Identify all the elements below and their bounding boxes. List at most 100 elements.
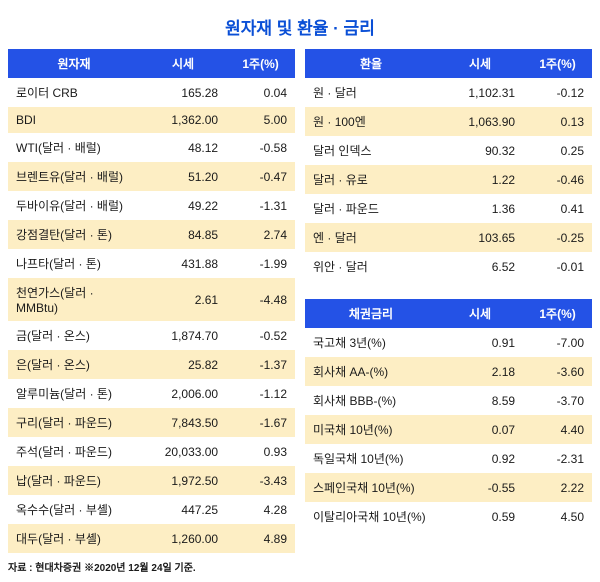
row-change: -2.31 <box>523 444 592 473</box>
row-price: 431.88 <box>140 249 226 278</box>
row-change: 0.93 <box>226 437 295 466</box>
commodities-column: 원자재 시세 1주(%) 로이터 CRB165.280.04BDI1,362.0… <box>8 49 295 553</box>
row-label: 이탈리아국채 10년(%) <box>305 502 437 531</box>
row-change: 4.40 <box>523 415 592 444</box>
row-change: 4.50 <box>523 502 592 531</box>
row-label: 구리(달러 · 파운드) <box>8 408 140 437</box>
row-label: BDI <box>8 107 140 133</box>
row-label: 옥수수(달러 · 부셸) <box>8 495 140 524</box>
row-price: 1,972.50 <box>140 466 226 495</box>
row-label: 위안 · 달러 <box>305 252 437 281</box>
table-row: 달러 · 유로1.22-0.46 <box>305 165 592 194</box>
row-change: 0.13 <box>523 107 592 136</box>
row-label: 두바이유(달러 · 배럴) <box>8 191 140 220</box>
page-title: 원자재 및 환율 · 금리 <box>8 8 592 49</box>
fx-header-price: 시세 <box>437 49 523 78</box>
row-label: 은(달러 · 온스) <box>8 350 140 379</box>
table-row: 원 · 달러1,102.31-0.12 <box>305 78 592 107</box>
row-price: 6.52 <box>437 252 523 281</box>
row-price: 447.25 <box>140 495 226 524</box>
row-label: 독일국채 10년(%) <box>305 444 437 473</box>
table-row: 구리(달러 · 파운드)7,843.50-1.67 <box>8 408 295 437</box>
row-change: -0.12 <box>523 78 592 107</box>
table-row: 원 · 100엔1,063.900.13 <box>305 107 592 136</box>
row-price: 1.36 <box>437 194 523 223</box>
fx-header-name: 환율 <box>305 49 437 78</box>
row-change: -0.58 <box>226 133 295 162</box>
row-price: -0.55 <box>437 473 523 502</box>
table-row: 국고채 3년(%)0.91-7.00 <box>305 328 592 357</box>
table-row: 브렌트유(달러 · 배럴)51.20-0.47 <box>8 162 295 191</box>
table-row: 나프타(달러 · 톤)431.88-1.99 <box>8 249 295 278</box>
row-change: -4.48 <box>226 278 295 321</box>
table-row: 은(달러 · 온스)25.82-1.37 <box>8 350 295 379</box>
row-price: 8.59 <box>437 386 523 415</box>
commodities-header-change: 1주(%) <box>226 49 295 78</box>
row-price: 84.85 <box>140 220 226 249</box>
row-label: 미국채 10년(%) <box>305 415 437 444</box>
table-row: BDI1,362.005.00 <box>8 107 295 133</box>
row-change: -3.70 <box>523 386 592 415</box>
row-label: WTI(달러 · 배럴) <box>8 133 140 162</box>
source-footnote: 자료 : 현대차증권 ※2020년 12월 24일 기준. <box>8 553 592 574</box>
bonds-header-row: 채권금리 시세 1주(%) <box>305 299 592 328</box>
fx-header-change: 1주(%) <box>523 49 592 78</box>
table-row: 두바이유(달러 · 배럴)49.22-1.31 <box>8 191 295 220</box>
row-label: 엔 · 달러 <box>305 223 437 252</box>
row-label: 달러 인덱스 <box>305 136 437 165</box>
row-price: 90.32 <box>437 136 523 165</box>
row-change: -0.46 <box>523 165 592 194</box>
right-column: 환율 시세 1주(%) 원 · 달러1,102.31-0.12원 · 100엔1… <box>305 49 592 553</box>
row-price: 0.92 <box>437 444 523 473</box>
row-change: -0.01 <box>523 252 592 281</box>
table-row: 스페인국채 10년(%)-0.552.22 <box>305 473 592 502</box>
commodities-header-row: 원자재 시세 1주(%) <box>8 49 295 78</box>
row-change: 2.22 <box>523 473 592 502</box>
commodities-header-name: 원자재 <box>8 49 140 78</box>
table-row: 천연가스(달러 · MMBtu)2.61-4.48 <box>8 278 295 321</box>
row-label: 달러 · 파운드 <box>305 194 437 223</box>
row-change: 5.00 <box>226 107 295 133</box>
row-price: 1.22 <box>437 165 523 194</box>
bonds-body: 국고채 3년(%)0.91-7.00회사채 AA-(%)2.18-3.60회사채… <box>305 328 592 531</box>
row-label: 나프타(달러 · 톤) <box>8 249 140 278</box>
row-label: 회사채 BBB-(%) <box>305 386 437 415</box>
row-change: -0.47 <box>226 162 295 191</box>
commodities-body: 로이터 CRB165.280.04BDI1,362.005.00WTI(달러 ·… <box>8 78 295 553</box>
row-label: 천연가스(달러 · MMBtu) <box>8 278 140 321</box>
row-label: 납(달러 · 파운드) <box>8 466 140 495</box>
content-columns: 원자재 시세 1주(%) 로이터 CRB165.280.04BDI1,362.0… <box>8 49 592 553</box>
row-price: 103.65 <box>437 223 523 252</box>
row-label: 알루미늄(달러 · 톤) <box>8 379 140 408</box>
row-price: 1,260.00 <box>140 524 226 553</box>
fx-header-row: 환율 시세 1주(%) <box>305 49 592 78</box>
table-row: 강점결탄(달러 · 톤)84.852.74 <box>8 220 295 249</box>
table-row: 주석(달러 · 파운드)20,033.000.93 <box>8 437 295 466</box>
row-change: -1.37 <box>226 350 295 379</box>
row-price: 1,874.70 <box>140 321 226 350</box>
table-row: 금(달러 · 온스)1,874.70-0.52 <box>8 321 295 350</box>
row-price: 0.91 <box>437 328 523 357</box>
row-label: 회사채 AA-(%) <box>305 357 437 386</box>
row-label: 금(달러 · 온스) <box>8 321 140 350</box>
row-price: 2,006.00 <box>140 379 226 408</box>
row-change: -1.31 <box>226 191 295 220</box>
row-change: 0.25 <box>523 136 592 165</box>
bonds-header-price: 시세 <box>437 299 523 328</box>
row-label: 주석(달러 · 파운드) <box>8 437 140 466</box>
row-price: 2.18 <box>437 357 523 386</box>
bonds-header-change: 1주(%) <box>523 299 592 328</box>
row-price: 48.12 <box>140 133 226 162</box>
row-change: -0.52 <box>226 321 295 350</box>
row-price: 7,843.50 <box>140 408 226 437</box>
table-row: 옥수수(달러 · 부셸)447.254.28 <box>8 495 295 524</box>
row-change: -1.99 <box>226 249 295 278</box>
row-label: 원 · 100엔 <box>305 107 437 136</box>
row-label: 국고채 3년(%) <box>305 328 437 357</box>
row-label: 원 · 달러 <box>305 78 437 107</box>
row-change: 4.89 <box>226 524 295 553</box>
table-row: 달러 · 파운드1.360.41 <box>305 194 592 223</box>
row-change: 2.74 <box>226 220 295 249</box>
row-label: 대두(달러 · 부셸) <box>8 524 140 553</box>
row-price: 0.07 <box>437 415 523 444</box>
